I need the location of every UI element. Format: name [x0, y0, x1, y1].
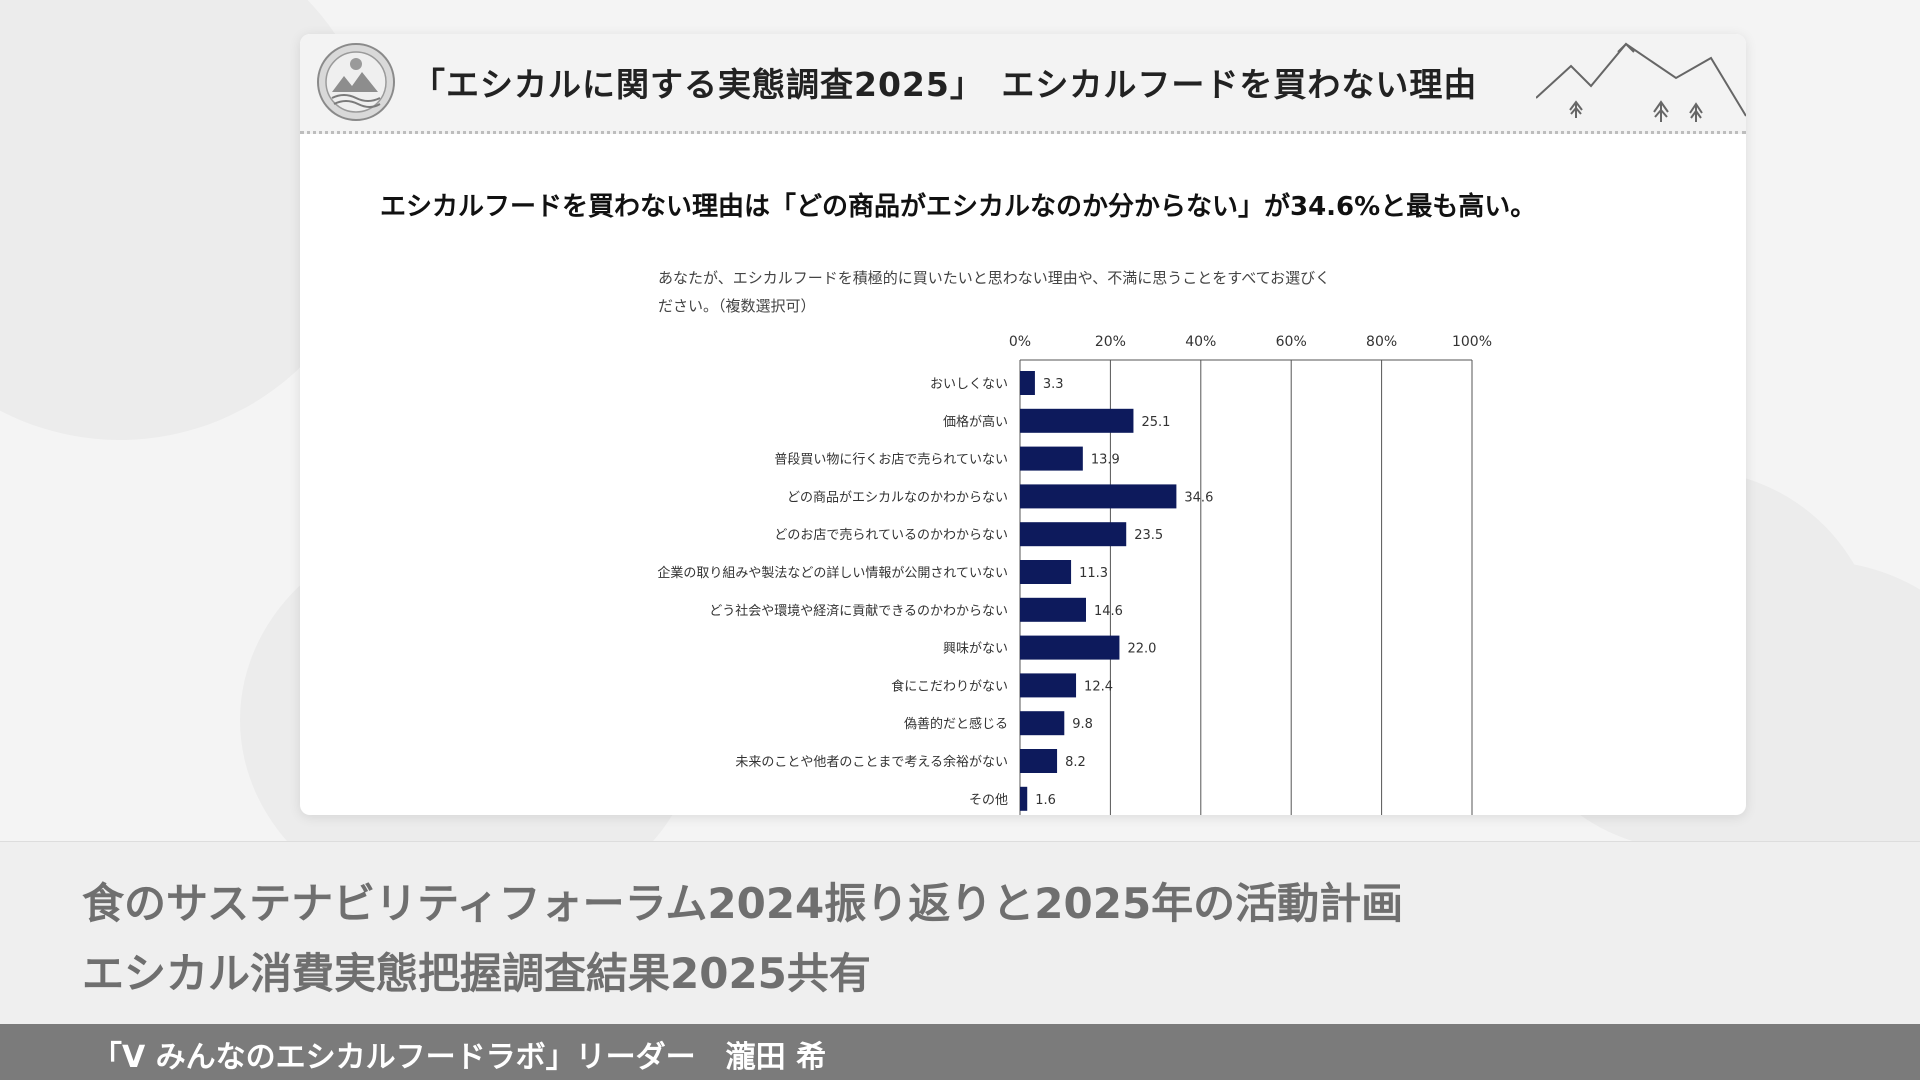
x-tick-label: 20%	[1095, 334, 1126, 350]
bar	[1020, 560, 1072, 584]
category-label: おいしくない	[930, 377, 1008, 392]
circular-nature-logo-icon	[317, 43, 395, 121]
value-label: 3.3	[1043, 377, 1064, 392]
value-label: 22.0	[1127, 642, 1156, 657]
bar	[1020, 446, 1083, 471]
category-label: 価格が高い	[943, 414, 1008, 430]
bar	[1020, 522, 1127, 547]
question-line: あなたが、エシカルフードを積極的に買いたいと思わない理由や、不満に思うことをすべ…	[658, 269, 1331, 287]
category-label: その他	[969, 793, 1008, 808]
bar	[1020, 711, 1065, 736]
footer-band: 食のサステナビリティフォーラム2024振り返りと2025年の活動計画 エシカル消…	[0, 841, 1920, 1025]
presenter-name: 「V みんなのエシカルフードラボ」リーダー 瀧田 希	[92, 1040, 827, 1075]
bar	[1020, 673, 1077, 698]
x-tick-label: 60%	[1276, 334, 1307, 350]
slide-header: 「エシカルに関する実態調査2025」 エシカルフードを買わない理由	[300, 34, 1746, 134]
category-label: 企業の取り組みや製法などの詳しい情報が公開されていない	[657, 565, 1008, 581]
category-label: 食にこだわりがない	[891, 678, 1008, 694]
bar-chart: 0% 20% 40% 60% 80% 100% おいしくない 3.3 価格が高い 25.1 普段買い…	[657, 334, 1492, 815]
presenter-bar: 「V みんなのエシカルフードラボ」リーダー 瀧田 希	[0, 1024, 1920, 1080]
value-label: 9.8	[1072, 717, 1093, 732]
category-label: 普段買い物に行くお店で売られていない	[774, 452, 1008, 468]
category-label: どのお店で売られているのかわからない	[774, 527, 1008, 543]
value-label: 25.1	[1141, 415, 1170, 430]
bar	[1020, 484, 1177, 509]
background-area: 「エシカルに関する実態調査2025」 エシカルフードを買わない理由 エシカルフー…	[300, 34, 1746, 815]
footer-title: 食のサステナビリティフォーラム2024振り返りと2025年の活動計画	[82, 879, 1404, 928]
bar	[1020, 597, 1086, 622]
x-tick-label: 100%	[1452, 334, 1492, 350]
bar	[1020, 408, 1134, 433]
survey-question: あなたが、エシカルフードを積極的に買いたいと思わない理由や、不満に思うことをすべ…	[658, 264, 1458, 320]
slide-card: 「エシカルに関する実態調査2025」 エシカルフードを買わない理由 エシカルフー…	[300, 34, 1746, 815]
category-label: どの商品がエシカルなのかわからない	[787, 490, 1008, 505]
bar	[1020, 786, 1028, 811]
footer-subtitle: エシカル消費実態把握調査結果2025共有	[82, 949, 871, 998]
value-label: 12.4	[1084, 679, 1113, 694]
value-label: 11.3	[1079, 566, 1108, 581]
category-label: どう社会や環境や経済に貢献できるのかわからない	[709, 603, 1008, 619]
mountain-trees-icon	[1536, 42, 1746, 122]
category-label: 偽善的だと感じる	[904, 716, 1008, 732]
bar	[1020, 371, 1035, 395]
bar	[1020, 635, 1120, 660]
headline: エシカルフードを買わない理由は「どの商品がエシカルなのか分からない」が34.6%…	[380, 192, 1537, 222]
category-label: 興味がない	[943, 642, 1008, 657]
value-label: 1.6	[1035, 793, 1056, 808]
category-label: 未来のことや他者のことまで考える余裕がない	[735, 754, 1008, 770]
question-line: ださい。（複数選択可）	[658, 297, 816, 315]
bar	[1020, 749, 1058, 773]
value-label: 13.9	[1091, 453, 1120, 468]
value-label: 8.2	[1065, 755, 1086, 770]
value-label: 23.5	[1134, 528, 1163, 543]
value-label: 14.6	[1094, 604, 1123, 619]
x-tick-label: 40%	[1185, 334, 1216, 350]
value-label: 34.6	[1184, 490, 1213, 505]
x-tick-label: 80%	[1366, 334, 1397, 350]
header-title: 「エシカルに関する実態調査2025」 エシカルフードを買わない理由	[412, 65, 1478, 104]
x-tick-label: 0%	[1009, 334, 1031, 350]
